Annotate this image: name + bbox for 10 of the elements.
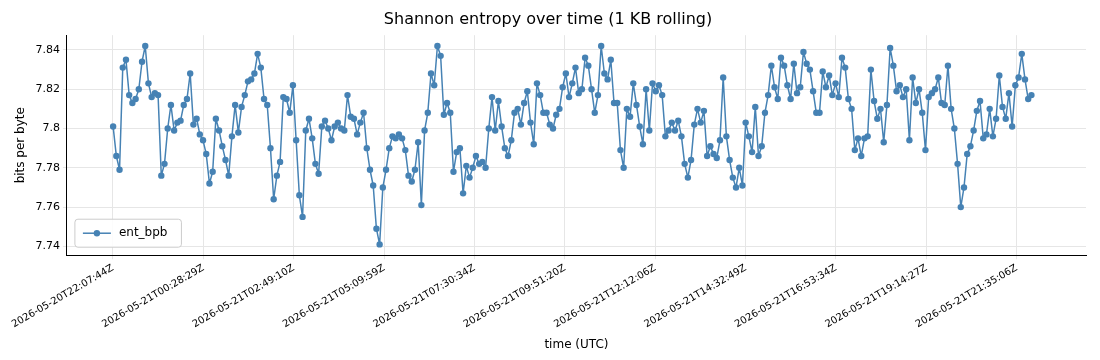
y-tick-label: 7.82 — [35, 82, 60, 96]
y-tick-label: 7.84 — [35, 42, 60, 56]
y-axis-title: bits per byte — [13, 107, 28, 184]
y-tick-label: 7.78 — [35, 160, 60, 174]
y-tick-label: 7.74 — [35, 239, 60, 253]
legend-label: ent_bpb — [118, 225, 168, 240]
chart-title: Shannon entropy over time (1 KB rolling) — [383, 8, 713, 28]
x-axis-title: time (UTC) — [544, 336, 609, 351]
y-tick-label: 7.76 — [35, 199, 60, 213]
y-tick-label: 7.8 — [42, 121, 60, 135]
